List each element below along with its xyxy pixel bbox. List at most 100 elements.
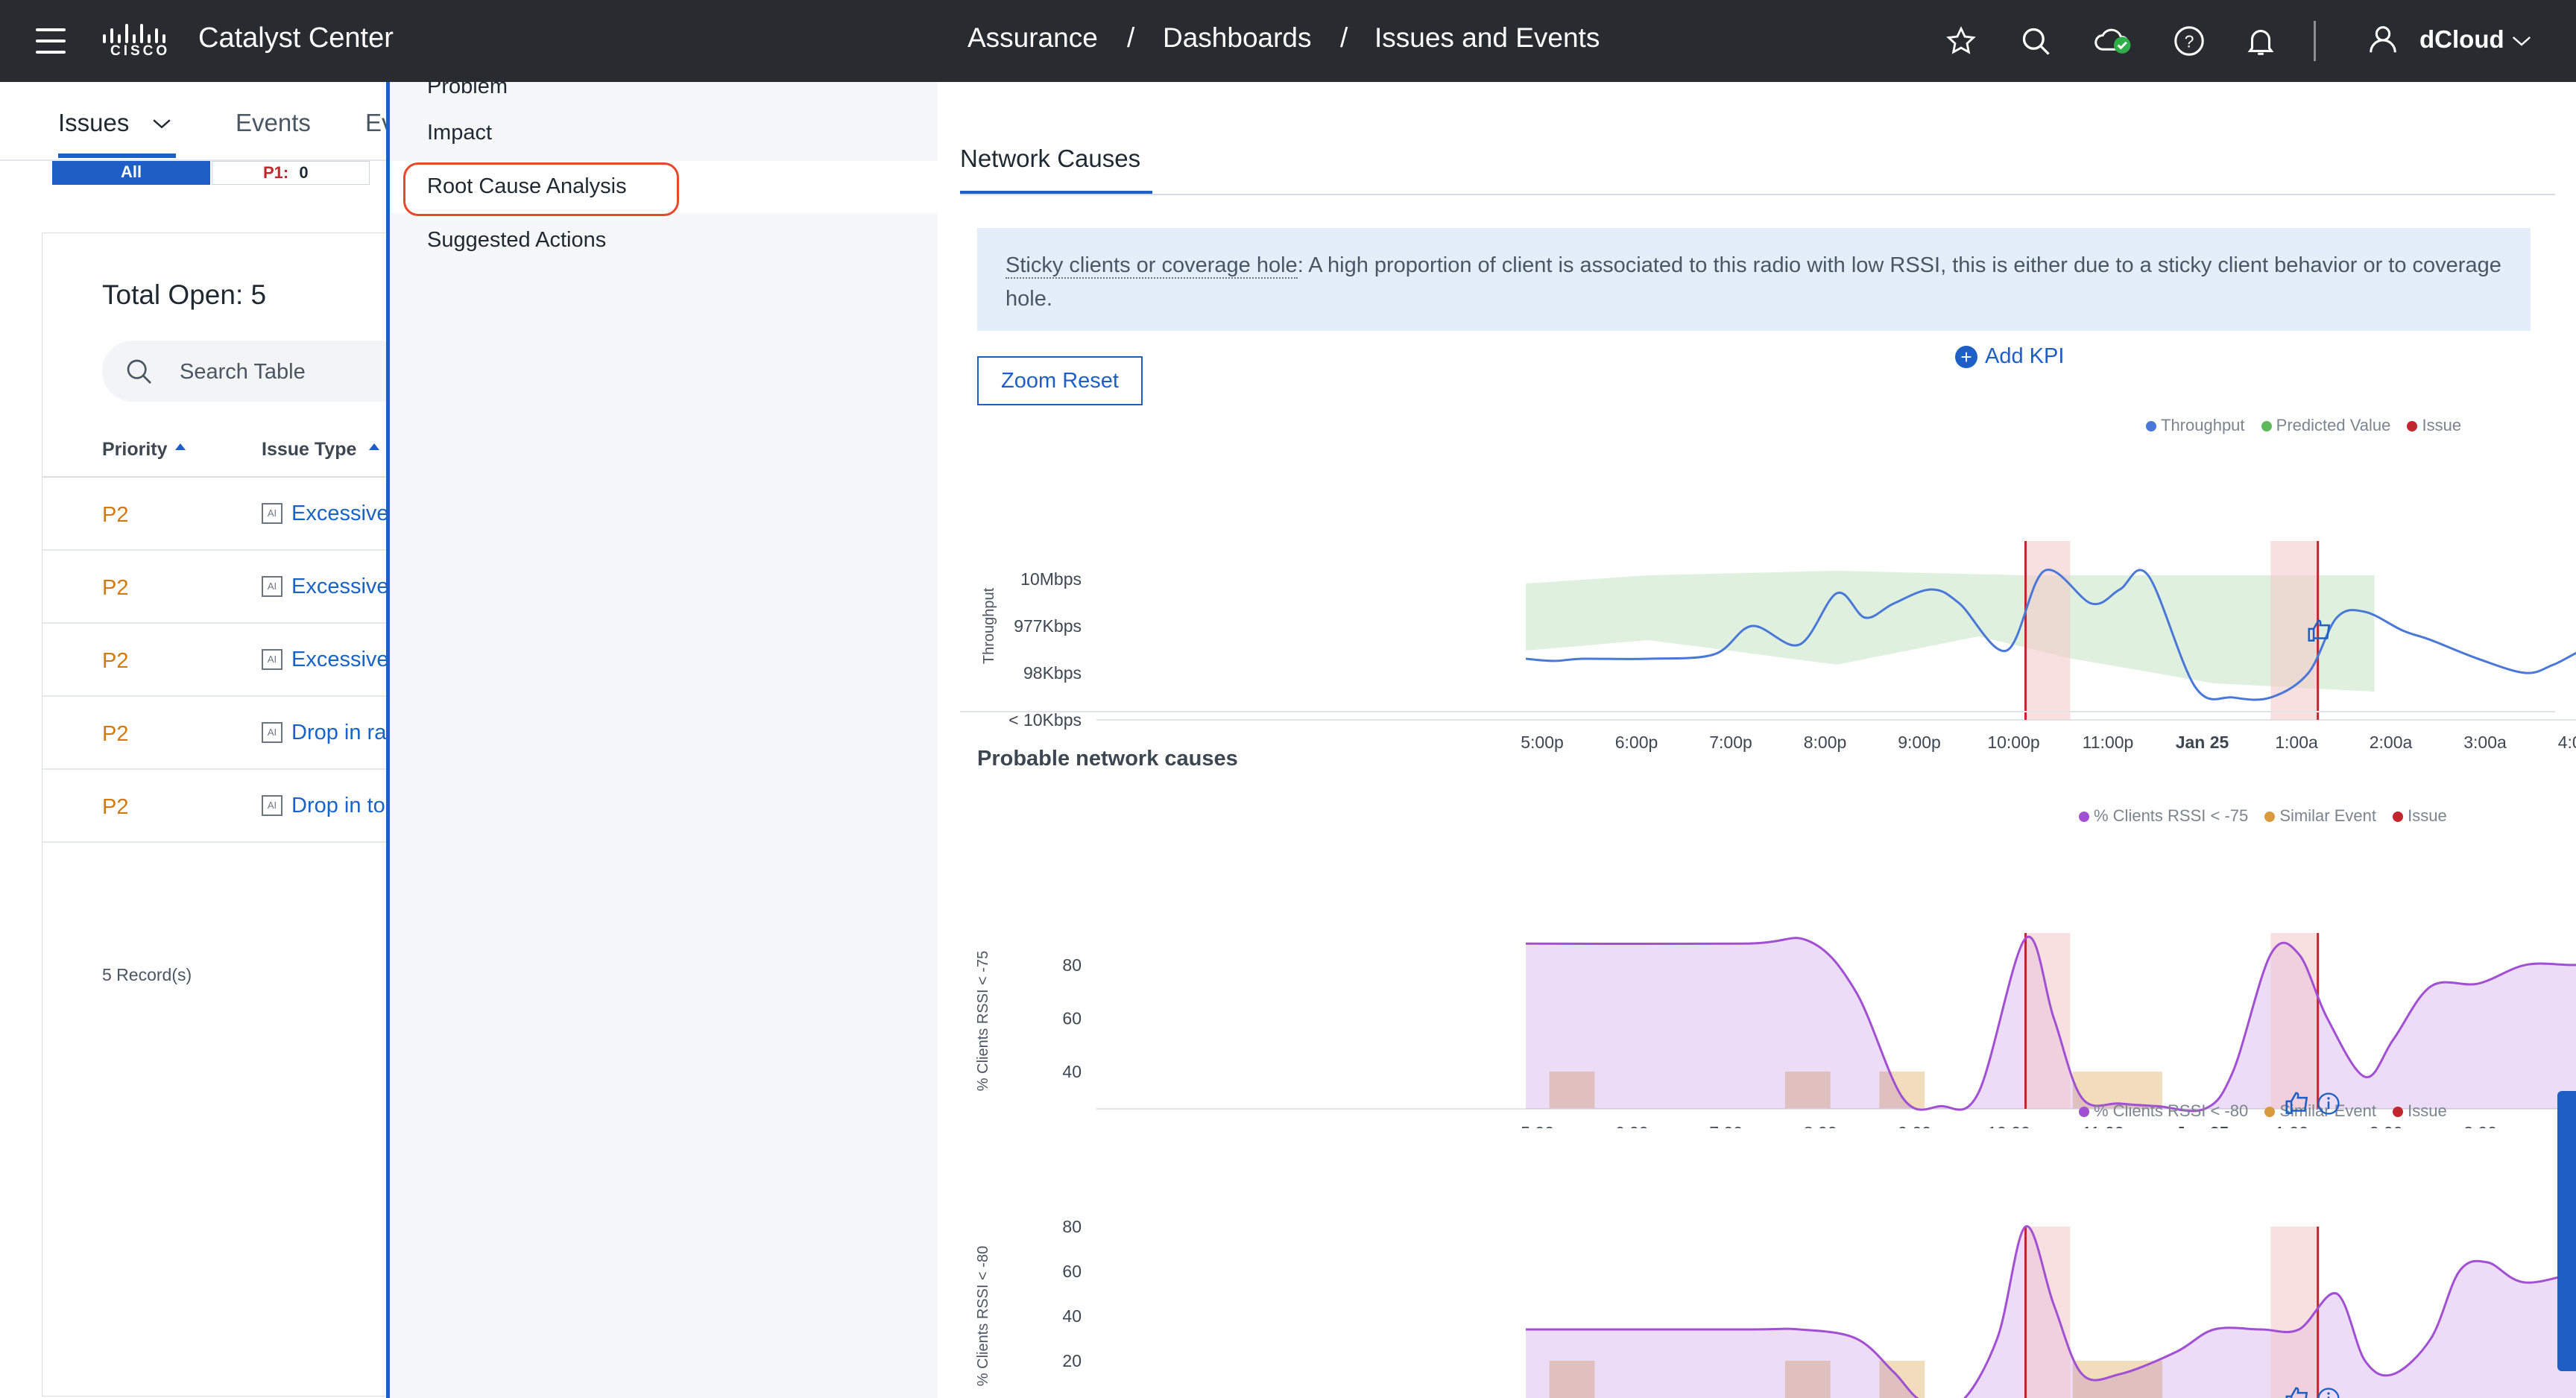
column-header-issue-type[interactable]: Issue Type: [262, 439, 357, 460]
x-tick-label: 8:00p: [1804, 1123, 1847, 1128]
legend-similar-event[interactable]: Similar Event: [2279, 806, 2376, 825]
issue-type-link[interactable]: Drop in to: [291, 794, 385, 817]
legend-predicted-value[interactable]: Predicted Value: [2276, 416, 2391, 434]
similar-event-band: [1549, 1071, 1595, 1109]
info-icon[interactable]: [2316, 1386, 2341, 1398]
table-row[interactable]: P2 AI Excessive: [42, 551, 393, 624]
issue-type-link[interactable]: Excessive: [291, 502, 389, 525]
issues-table-card: Total Open: 5 Search Table Priority Issu…: [42, 233, 415, 1397]
legend-issue[interactable]: Issue: [2408, 806, 2447, 825]
x-tick-label: 9:00p: [1898, 733, 1941, 752]
add-kpi-button[interactable]: + Add KPI: [1955, 344, 2064, 369]
rssi-80-chart[interactable]: 80 60 40 20 0 5:00p 6:00p 7:00p 8:00p 9:00p 10:00p…: [971, 1125, 2576, 1398]
legend-rssi-75[interactable]: % Clients RSSI < -75: [2094, 806, 2249, 825]
priority-value: P2: [102, 649, 129, 673]
hamburger-menu-icon[interactable]: [36, 28, 66, 54]
similar-event-band: [1784, 1361, 1831, 1398]
y-axis-label: Throughput: [981, 587, 997, 664]
breadcrumb-dashboards[interactable]: Dashboards: [1163, 22, 1312, 53]
y-tick-label: < 10Kbps: [1008, 710, 1082, 730]
table-row[interactable]: P2 AI Drop in ra: [42, 697, 393, 770]
y-axis-label: % Clients RSSI < -80: [975, 1246, 991, 1386]
user-avatar-icon[interactable]: [2366, 22, 2400, 60]
thumbs-up-icon[interactable]: [2283, 1385, 2311, 1398]
x-tick-label: 6:00p: [1615, 1123, 1658, 1128]
ai-badge-icon: AI: [262, 503, 282, 524]
tab-issues[interactable]: Issues: [58, 109, 130, 136]
chevron-down-icon[interactable]: [151, 115, 173, 136]
info-term[interactable]: Sticky clients or coverage hole: [1006, 253, 1298, 279]
throughput-chart[interactable]: 10Mbps 977Kbps 98Kbps < 10Kbps 5:00p 6:00p 7:0…: [971, 440, 2576, 775]
y-tick-label: 40: [1062, 1062, 1082, 1081]
app-title[interactable]: Catalyst Center: [198, 22, 394, 54]
ai-badge-icon: AI: [262, 649, 282, 670]
user-name[interactable]: dCloud: [2419, 25, 2504, 53]
column-header-priority[interactable]: Priority: [102, 439, 168, 460]
x-tick-label: 1:00a: [2275, 733, 2318, 752]
throughput-line: [1525, 569, 2576, 701]
table-row[interactable]: P2 AI Excessive: [42, 624, 393, 697]
thumbs-up-icon[interactable]: [2283, 1089, 2311, 1122]
legend-rssi-80[interactable]: % Clients RSSI < -80: [2094, 1101, 2249, 1120]
chevron-down-icon[interactable]: [2510, 31, 2533, 54]
predicted-value-band: [1526, 570, 2375, 692]
table-row[interactable]: P2 AI Drop in to: [42, 770, 393, 843]
x-tick-label: 3:00a: [2463, 733, 2507, 752]
rssi-75-chart[interactable]: 80 60 40 5:00p 6:00p 7:00p 8:00p 9:00p 10:00p 11:…: [971, 830, 2576, 1128]
issue-type-link[interactable]: Drop in ra: [291, 721, 387, 744]
notifications-bell-icon[interactable]: [2244, 24, 2278, 62]
x-tick-label: 2:00a: [2370, 733, 2413, 752]
x-tick-label: Jan 25: [2176, 733, 2229, 752]
table-row[interactable]: P2 AI Excessive: [42, 478, 393, 551]
star-icon[interactable]: [1945, 25, 1977, 60]
rssi-line: [1526, 1225, 2576, 1398]
sort-ascending-icon[interactable]: [175, 443, 186, 450]
throughput-legend: Throughput Predicted Value Issue: [2134, 416, 2461, 435]
feedback-side-tab[interactable]: [2557, 1091, 2576, 1371]
x-tick-label: 7:00p: [1709, 733, 1752, 752]
issue-window: [2270, 1227, 2317, 1398]
cloud-status-icon[interactable]: [2093, 24, 2135, 62]
sort-ascending-icon[interactable]: [369, 443, 379, 450]
legend-issue[interactable]: Issue: [2408, 1101, 2447, 1120]
y-axis-label: % Clients RSSI < -75: [975, 951, 991, 1091]
priority-value: P2: [102, 503, 129, 527]
nav-problem[interactable]: Problem: [427, 82, 508, 98]
search-icon[interactable]: [2020, 25, 2053, 62]
x-tick-label: 11:00p: [2083, 1123, 2134, 1128]
legend-throughput[interactable]: Throughput: [2161, 416, 2245, 434]
nav-impact[interactable]: Impact: [427, 121, 493, 145]
tab-events[interactable]: Events: [236, 109, 311, 136]
x-tick-label: 3:00a: [2463, 1123, 2507, 1128]
nav-root-cause-analysis[interactable]: Root Cause Analysis: [427, 174, 627, 198]
info-icon[interactable]: [2316, 1091, 2341, 1120]
breadcrumb-assurance[interactable]: Assurance: [967, 22, 1098, 53]
thumbs-up-icon[interactable]: [2305, 617, 2334, 649]
filter-p1-count: 0: [299, 163, 309, 182]
priority-value: P2: [102, 576, 129, 600]
help-icon[interactable]: ?: [2172, 24, 2206, 62]
tab-bar-divider: [960, 194, 2555, 195]
topbar-divider: [2314, 21, 2316, 61]
filter-all-button[interactable]: All: [52, 161, 210, 185]
ai-badge-icon: AI: [262, 722, 282, 743]
issue-window: [2025, 1227, 2071, 1398]
issue-type-link[interactable]: Excessive: [291, 648, 389, 671]
zoom-reset-button[interactable]: Zoom Reset: [977, 356, 1143, 405]
probable-causes-title: Probable network causes: [977, 747, 1238, 771]
section-divider: [960, 711, 2555, 712]
y-tick-label: 10Mbps: [1020, 569, 1082, 589]
y-tick-label: 60: [1062, 1262, 1082, 1281]
search-table-input[interactable]: Search Table: [102, 341, 415, 402]
issue-type-link[interactable]: Excessive: [291, 575, 389, 598]
y-tick-label: 0: [1072, 1396, 1082, 1398]
tab-network-causes[interactable]: Network Causes: [960, 145, 1141, 172]
rssi-line: [1526, 935, 2576, 1113]
breadcrumb-issues-and-events: Issues and Events: [1374, 22, 1600, 53]
issues-tab-bar: Issues Events Ev: [0, 82, 394, 161]
filter-p1-button[interactable]: P1: 0: [212, 161, 370, 185]
top-navigation-bar: CISCO Catalyst Center Assurance / Dashbo…: [0, 0, 2576, 82]
legend-issue[interactable]: Issue: [2422, 416, 2462, 434]
nav-suggested-actions[interactable]: Suggested Actions: [427, 228, 607, 252]
tab-active-indicator: [960, 191, 1152, 195]
